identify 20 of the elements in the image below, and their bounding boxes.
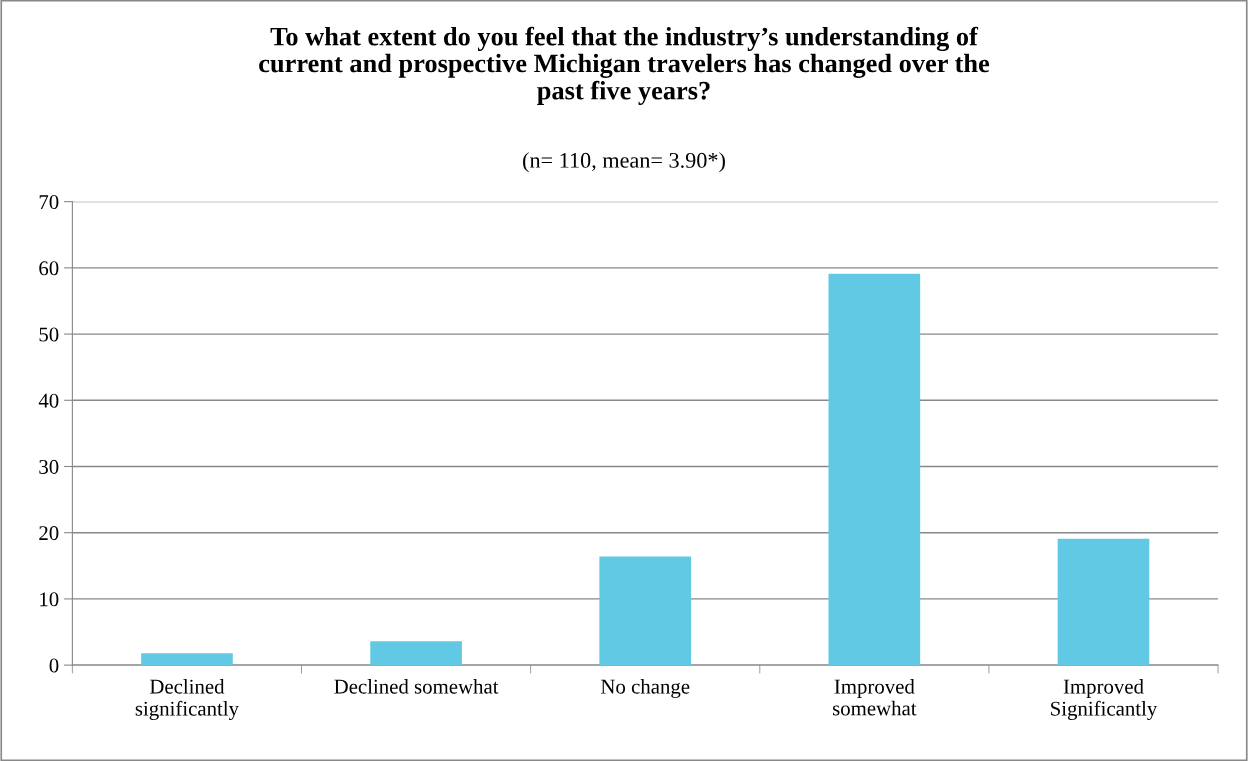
y-tick-label: 0 [49,658,59,673]
chart-title: To what extent do you feel that the industry’s understanding of current and prospective Michigan travelers has changed over the past five years? [259,26,990,105]
x-tick-label: Improved somewhat [832,679,917,716]
y-tick-label: 60 [39,261,59,276]
x-tick-label: No change [600,679,690,698]
x-tick-label: Declined somewhat [334,679,499,694]
y-tick-label: 30 [39,459,59,474]
y-tick-label: 50 [39,327,59,342]
bar [828,273,921,666]
y-tick-label: 10 [40,592,59,607]
x-tick-label: Improved Significantly [1051,679,1158,720]
y-tick-label: 20 [39,526,59,541]
bar [1057,538,1150,666]
y-tick-label: 40 [38,393,59,408]
bar [599,556,692,666]
bar [370,641,462,666]
chart-subtitle: (n= 110, mean= 3.90*) [523,152,725,173]
x-tick-label: Declined significantly [135,679,239,720]
y-tick-label: 70 [39,195,59,210]
bar [141,653,233,666]
